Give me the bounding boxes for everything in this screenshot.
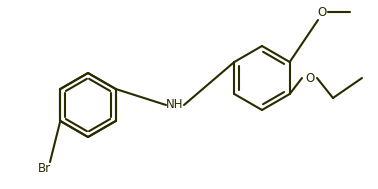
Text: O: O <box>305 71 314 84</box>
Text: Br: Br <box>38 161 51 174</box>
Text: NH: NH <box>166 98 184 112</box>
Text: O: O <box>318 5 327 19</box>
